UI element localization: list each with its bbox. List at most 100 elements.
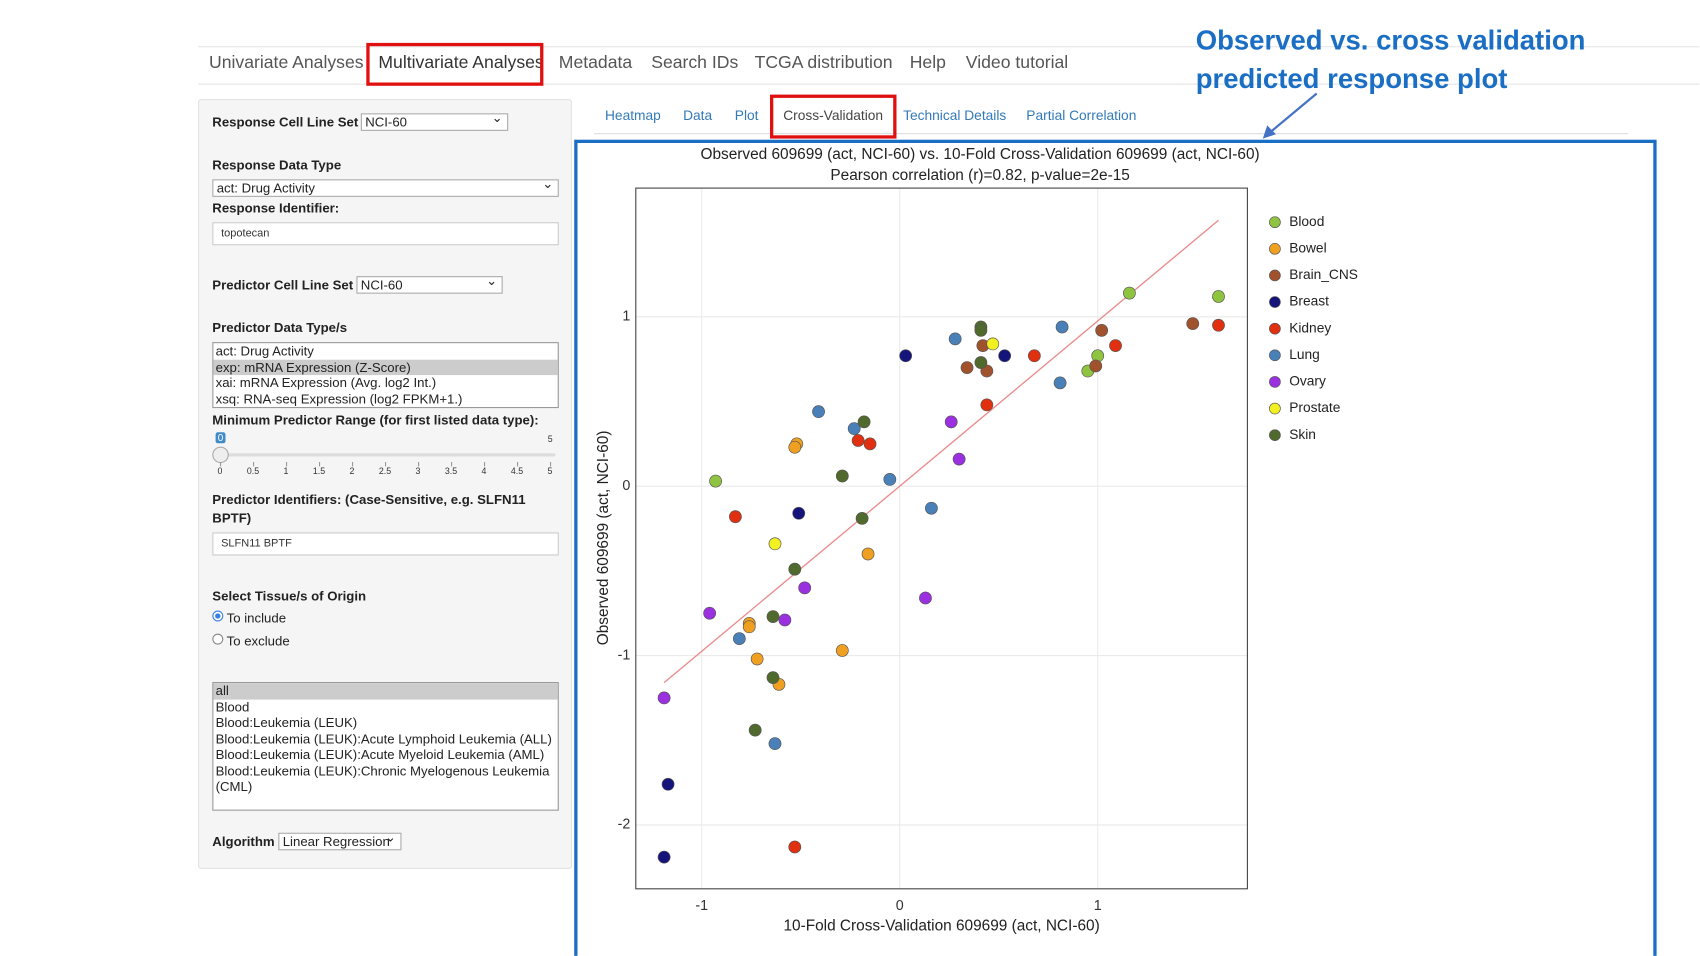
select[interactable]: act: Drug Activity <box>212 179 559 197</box>
radio-label[interactable]: To include <box>226 610 287 626</box>
slider-tick-label: 4 <box>481 466 487 477</box>
scatter-point <box>835 469 849 483</box>
legend-marker <box>1269 402 1281 415</box>
select[interactable]: Linear Regression <box>278 832 402 851</box>
slider-max: 5 <box>547 434 553 445</box>
scatter-point <box>974 356 988 369</box>
scatter-point <box>899 349 913 363</box>
list-box[interactable]: all Blood Blood:Leukemia (LEUK) Blood:Leuke… <box>212 682 559 811</box>
scatter-point <box>657 850 671 864</box>
y-tick-label: 1 <box>622 309 630 325</box>
legend-label: Blood <box>1289 214 1324 229</box>
slider-tick-label: 4.5 <box>510 466 524 477</box>
scatter-point <box>974 323 988 337</box>
slider-tick-label: 5 <box>547 466 553 477</box>
plot-frame <box>635 187 1248 890</box>
legend-marker <box>1269 376 1281 388</box>
nav-tab[interactable]: Video tutorial <box>965 53 1069 73</box>
select[interactable]: NCI-60 <box>360 113 509 131</box>
select[interactable]: NCI-60 <box>356 276 503 294</box>
list-option: Blood:Leukemia (LEUK):Acute Myeloid Leuk… <box>215 746 545 763</box>
slider-tick-label: 2.5 <box>378 466 392 477</box>
scatter-point <box>863 437 877 451</box>
sub-tab[interactable]: Heatmap <box>605 107 661 124</box>
slider-tick <box>517 462 519 467</box>
highlight-box <box>366 42 544 86</box>
slider-tick <box>352 462 354 467</box>
x-tick-label: -1 <box>695 898 708 914</box>
slider-tick-label: 0.5 <box>246 466 260 477</box>
legend-label: Kidney <box>1289 320 1331 335</box>
annotation-line: Observed vs. cross validation <box>1195 25 1586 57</box>
fit-line <box>663 219 1219 684</box>
slider-tick-label: 0 <box>217 466 223 477</box>
nav-tab[interactable]: Search IDs <box>651 53 739 73</box>
scatter-point <box>835 644 849 657</box>
legend-marker <box>1269 242 1281 255</box>
tab-rule <box>594 133 1628 135</box>
nav-tab[interactable]: Metadata <box>558 53 633 73</box>
radio[interactable] <box>212 633 224 645</box>
field-label: Predictor Identifiers: (Case-Sensitive, … <box>212 491 526 526</box>
slider-tick-label: 2 <box>349 466 355 477</box>
radio-label[interactable]: To exclude <box>226 633 290 649</box>
scatter-point <box>709 474 722 488</box>
nav-tab[interactable]: Help <box>909 53 946 73</box>
list-option: act: Drug Activity <box>215 343 314 359</box>
chart-title: Observed 609699 (act, NCI-60) vs. 10-Fol… <box>701 146 1260 163</box>
list-box[interactable]: act: Drug Activity exp: mRNA Expression (… <box>212 342 559 409</box>
highlight-box <box>770 94 897 139</box>
chart-subtitle: Pearson correlation (r)=0.82, p-value=2e… <box>830 167 1129 184</box>
field-label: Predictor Cell Line Set <box>212 277 354 293</box>
scatter-point <box>1053 376 1067 390</box>
scatter-point <box>1186 317 1200 330</box>
scatter-point <box>919 591 932 605</box>
text-input[interactable]: SLFN11 BPTF <box>212 532 559 556</box>
legend-marker <box>1269 322 1281 335</box>
scatter-point <box>742 620 756 634</box>
slider-tick <box>220 462 222 467</box>
field-label: Algorithm <box>212 833 275 850</box>
list-option: Blood:Leukemia (LEUK) <box>215 715 358 731</box>
text-input[interactable]: topotecan <box>212 222 559 246</box>
sub-tab[interactable]: Technical Details <box>903 107 1007 124</box>
scatter-point <box>750 652 764 666</box>
legend-marker <box>1269 349 1281 362</box>
scatter-point <box>960 361 974 375</box>
slider-tick <box>385 462 387 467</box>
scatter-point <box>766 671 780 684</box>
slider-tick <box>286 462 288 467</box>
sub-tab[interactable]: Partial Correlation <box>1026 107 1137 124</box>
legend-marker <box>1269 269 1281 282</box>
annotation-arrow <box>1269 92 1318 133</box>
scatter-point <box>944 415 958 429</box>
scatter-point <box>788 562 802 576</box>
scatter-point <box>1095 323 1109 337</box>
scatter-point <box>952 452 966 466</box>
radio[interactable] <box>212 610 224 622</box>
nav-tab[interactable]: Univariate Analyses <box>209 53 364 73</box>
scatter-point <box>661 777 675 791</box>
sub-tab[interactable]: Plot <box>734 107 759 124</box>
scatter-point <box>855 511 869 525</box>
annotation-arrowhead <box>1262 125 1276 139</box>
scatter-point <box>788 440 802 454</box>
slider[interactable]: 0 5 0 0.5 1 1.5 2 2.5 3 3.5 4 4.5 5 <box>212 431 564 481</box>
field-label: Select Tissue/s of Origin <box>212 588 367 604</box>
sub-tab[interactable]: Cross-Validation <box>783 107 884 124</box>
nav-tab[interactable]: Multivariate Analyses <box>378 53 544 73</box>
list-option: Blood:Leukemia (LEUK):Acute Lymphoid Leu… <box>215 730 552 747</box>
scatter-point <box>851 434 865 447</box>
slider-tick-label: 1.5 <box>312 466 326 477</box>
nav-bar <box>198 46 1700 85</box>
scatter-point <box>778 613 792 627</box>
legend-label: Prostate <box>1289 400 1341 415</box>
slider-tick <box>484 462 486 467</box>
annotation: Observed vs. cross validation predicted … <box>1196 22 1586 99</box>
sub-tab[interactable]: Data <box>683 107 713 124</box>
annotation-line: predicted response plot <box>1195 63 1508 95</box>
nav-tab[interactable]: TCGA distribution <box>754 53 893 73</box>
slider-tick <box>550 462 552 467</box>
scatter-point <box>948 332 962 346</box>
